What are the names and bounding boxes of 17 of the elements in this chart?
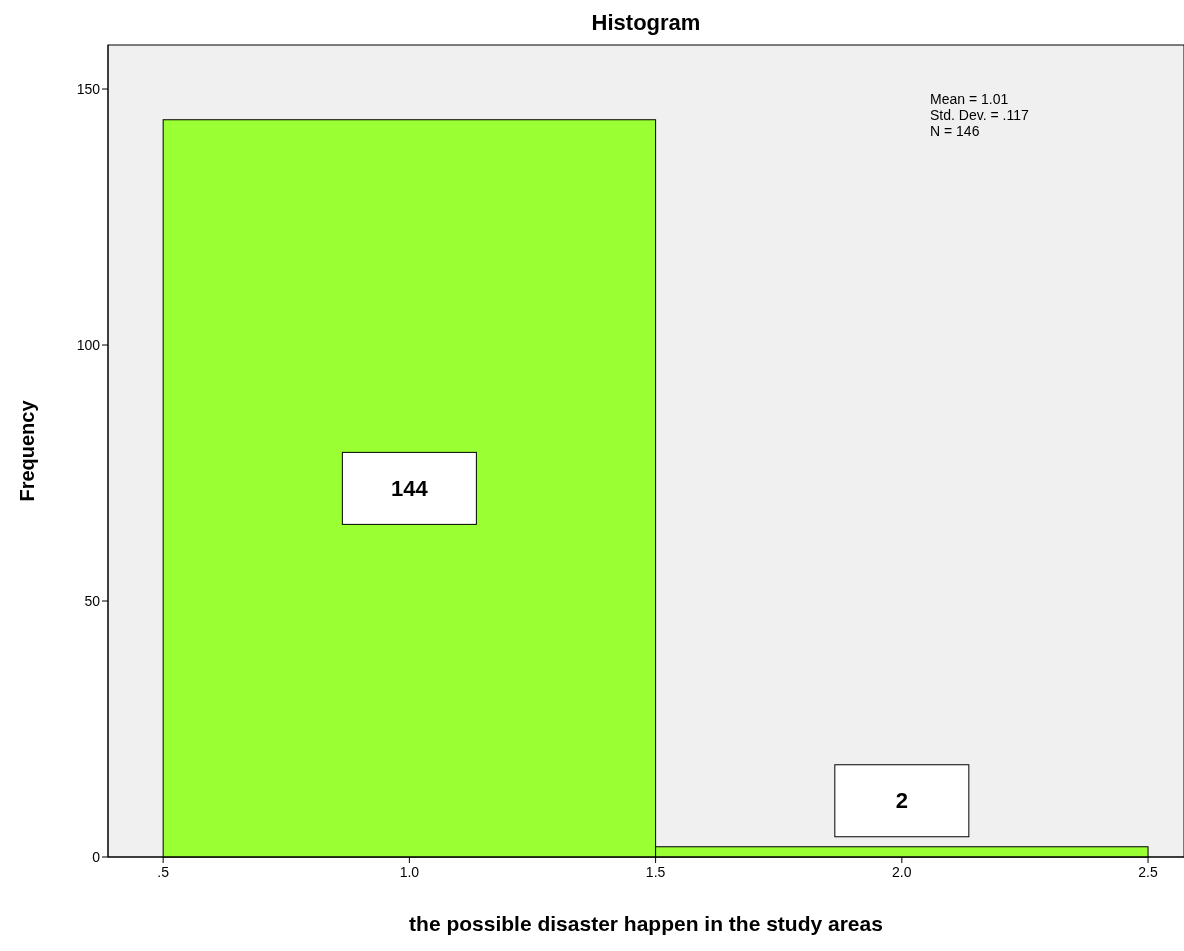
chart-title: Histogram (591, 10, 701, 35)
y-tick-label: 150 (76, 81, 101, 98)
y-tick-label: 100 (76, 337, 101, 354)
annotation: Std. Dev. = .117 (930, 107, 1029, 123)
y-tick-label: 0 (92, 849, 101, 865)
annotation: Mean = 1.01 (930, 91, 1009, 107)
x-tick-label: 2.0 (892, 864, 912, 880)
x-tick-label: 2.5 (1138, 864, 1158, 880)
data-label: 144 (391, 475, 429, 501)
x-tick-label: .5 (157, 864, 170, 880)
x-tick-label: 1.5 (645, 864, 666, 880)
x-axis-title: the possible disaster happen in the study areas (409, 912, 883, 935)
data-label: 2 (895, 788, 908, 814)
x-tick-label: 1.0 (399, 864, 420, 880)
y-axis-title: Frequency (16, 399, 38, 502)
annotation: N = 146 (930, 123, 980, 139)
y-tick-label: 50 (84, 593, 101, 610)
